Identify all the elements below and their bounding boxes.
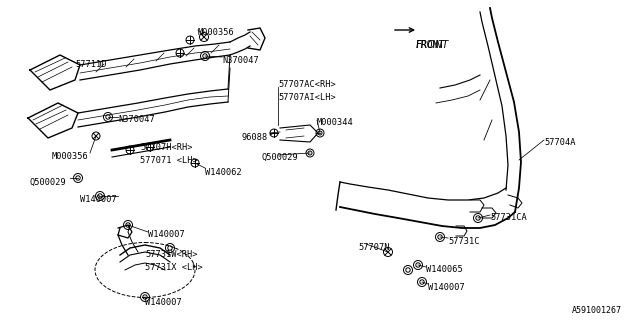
- Text: W140062: W140062: [205, 168, 242, 177]
- Text: 577071 <LH>: 577071 <LH>: [140, 156, 198, 165]
- Text: M000344: M000344: [317, 118, 354, 127]
- Text: Q500029: Q500029: [261, 153, 298, 162]
- Text: 57711D: 57711D: [75, 60, 106, 69]
- Text: 57707AC<RH>: 57707AC<RH>: [278, 80, 336, 89]
- Text: W140007: W140007: [148, 230, 185, 239]
- Text: M000356: M000356: [198, 28, 235, 37]
- Text: 57704A: 57704A: [544, 138, 575, 147]
- Text: W140065: W140065: [426, 265, 463, 274]
- Text: 57731W<RH>: 57731W<RH>: [145, 250, 198, 259]
- Text: FRONT: FRONT: [416, 40, 445, 50]
- Text: M000356: M000356: [52, 152, 89, 161]
- Text: 96088: 96088: [242, 133, 268, 142]
- Text: 57707AI<LH>: 57707AI<LH>: [278, 93, 336, 102]
- Text: W140007: W140007: [80, 195, 116, 204]
- Text: 57731X <LH>: 57731X <LH>: [145, 263, 203, 272]
- Text: FRONT: FRONT: [416, 40, 449, 50]
- Text: W140007: W140007: [145, 298, 182, 307]
- Text: A591001267: A591001267: [572, 306, 622, 315]
- Text: 57707H<RH>: 57707H<RH>: [140, 143, 193, 152]
- Text: N370047: N370047: [118, 115, 155, 124]
- Text: 57731C: 57731C: [448, 237, 479, 246]
- Text: Q500029: Q500029: [30, 178, 67, 187]
- Text: W140007: W140007: [428, 283, 465, 292]
- Text: 57731CA: 57731CA: [490, 213, 527, 222]
- Text: N370047: N370047: [222, 56, 259, 65]
- Text: 57707N: 57707N: [358, 243, 390, 252]
